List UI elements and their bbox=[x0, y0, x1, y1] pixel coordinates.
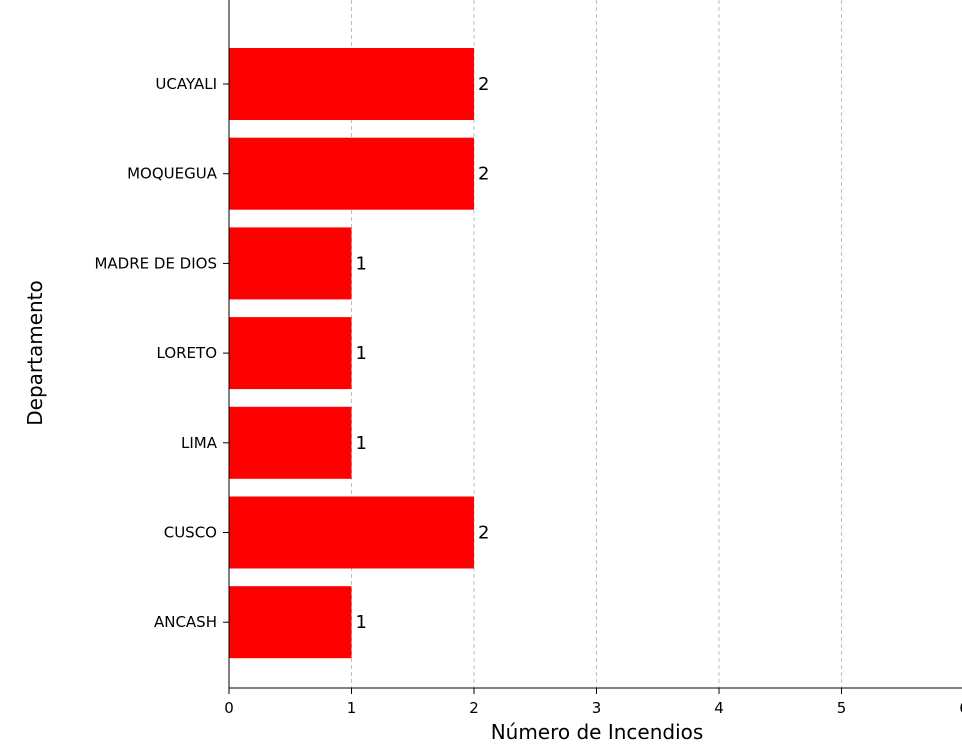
y-tick-label: ANCASH bbox=[154, 613, 217, 631]
axes: 0 1 2 3 4 5 6 UCAYALI MOQUEGUA MADRE DE DIOS LORET… bbox=[94, 0, 962, 717]
y-axis-label: Departamento bbox=[23, 280, 47, 426]
bar bbox=[229, 586, 352, 659]
bar-value-label: 2 bbox=[478, 523, 489, 544]
bar bbox=[229, 137, 474, 210]
x-tick-label: 2 bbox=[469, 699, 479, 717]
y-tick-label: UCAYALI bbox=[155, 75, 217, 93]
y-tick-label: LORETO bbox=[157, 344, 218, 362]
y-tick-label: MOQUEGUA bbox=[127, 165, 218, 183]
bar bbox=[229, 496, 474, 569]
x-axis-label: Número de Incendios bbox=[491, 720, 704, 744]
x-tick-label: 5 bbox=[837, 699, 847, 717]
bar-value-label: 1 bbox=[356, 343, 367, 364]
x-tick-label: 1 bbox=[347, 699, 357, 717]
data-labels: 2 2 1 1 1 2 1 bbox=[356, 74, 490, 633]
bars bbox=[229, 48, 474, 659]
bar-value-label: 1 bbox=[356, 433, 367, 454]
y-tick-label: CUSCO bbox=[164, 524, 217, 542]
bar bbox=[229, 48, 474, 120]
bar bbox=[229, 317, 352, 390]
y-tick-label: LIMA bbox=[181, 434, 218, 452]
x-tick-label: 3 bbox=[592, 699, 602, 717]
bar bbox=[229, 227, 352, 300]
bar-value-label: 2 bbox=[478, 74, 489, 95]
bar-value-label: 1 bbox=[356, 253, 367, 274]
x-tick-label: 0 bbox=[224, 699, 234, 717]
x-tick-label: 6 bbox=[959, 699, 962, 717]
y-tick-label: MADRE DE DIOS bbox=[94, 254, 217, 272]
bar bbox=[229, 406, 352, 479]
bar-value-label: 1 bbox=[356, 612, 367, 633]
x-tick-label: 4 bbox=[714, 699, 724, 717]
bar-value-label: 2 bbox=[478, 164, 489, 185]
